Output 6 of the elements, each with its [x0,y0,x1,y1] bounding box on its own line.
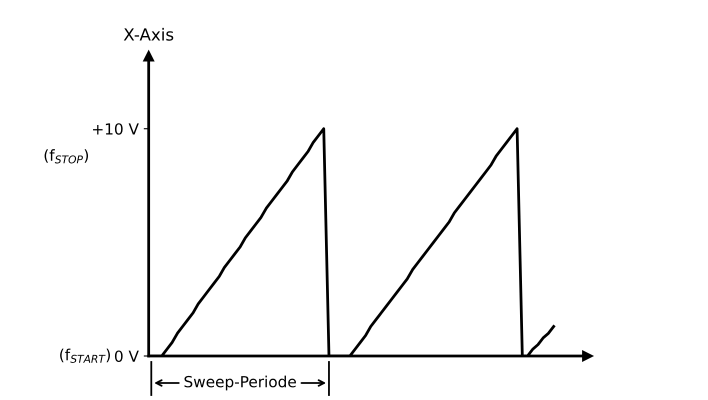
y-tick-label: 0 V [114,350,139,362]
y-axis-title: X-Axis [124,28,174,41]
text: (f$_{START}$) [60,348,110,363]
y-tick-label: +10 V [93,123,139,135]
text: (f$_{STOP}$) [44,149,88,164]
text: Sweep-Periode [184,376,296,390]
